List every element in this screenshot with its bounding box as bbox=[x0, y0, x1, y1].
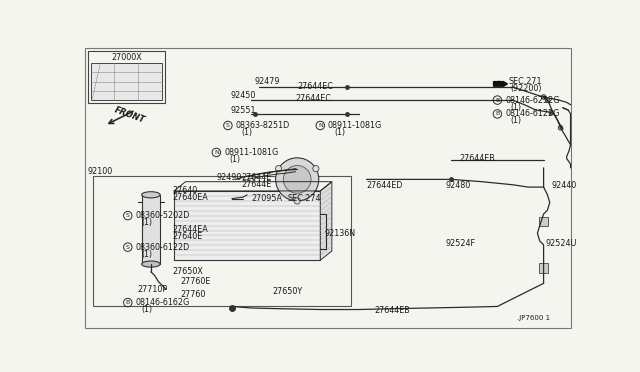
Text: 92551: 92551 bbox=[230, 106, 256, 115]
Text: (1): (1) bbox=[511, 116, 522, 125]
Text: 27760: 27760 bbox=[180, 291, 205, 299]
Ellipse shape bbox=[141, 192, 160, 198]
Text: (1): (1) bbox=[511, 103, 522, 112]
Text: 08911-1081G: 08911-1081G bbox=[224, 148, 278, 157]
Bar bbox=[141, 195, 160, 264]
Circle shape bbox=[549, 110, 554, 115]
Polygon shape bbox=[493, 81, 508, 86]
Text: B: B bbox=[495, 112, 500, 116]
Text: 27760E: 27760E bbox=[180, 277, 211, 286]
Text: 08146-6122G: 08146-6122G bbox=[505, 109, 559, 118]
Text: 27644EB: 27644EB bbox=[459, 154, 495, 163]
Bar bbox=[174, 191, 320, 260]
Text: B: B bbox=[495, 97, 500, 103]
Text: 27644EC: 27644EC bbox=[296, 94, 332, 103]
Bar bbox=[539, 217, 548, 226]
Circle shape bbox=[294, 198, 300, 204]
Text: FRONT: FRONT bbox=[113, 106, 146, 125]
Circle shape bbox=[276, 158, 319, 201]
Text: 08911-1081G: 08911-1081G bbox=[328, 121, 382, 130]
Text: 08146-6252G: 08146-6252G bbox=[505, 96, 559, 105]
Text: 27644E: 27644E bbox=[241, 180, 271, 189]
Text: 27710P: 27710P bbox=[137, 285, 167, 294]
Text: 27644EB: 27644EB bbox=[374, 306, 410, 315]
Bar bbox=[91, 63, 162, 100]
Text: S: S bbox=[226, 123, 230, 128]
Text: 27640E: 27640E bbox=[172, 232, 203, 241]
Text: N: N bbox=[214, 150, 219, 155]
Circle shape bbox=[558, 125, 563, 130]
Text: 92524F: 92524F bbox=[445, 239, 475, 248]
Text: 27640: 27640 bbox=[172, 186, 198, 195]
Text: 92490: 92490 bbox=[216, 173, 242, 182]
Text: 08360-5202D: 08360-5202D bbox=[136, 211, 190, 220]
Text: 92440: 92440 bbox=[551, 181, 577, 190]
Text: (1): (1) bbox=[230, 155, 241, 164]
Circle shape bbox=[545, 98, 550, 102]
Text: SEC.274: SEC.274 bbox=[288, 194, 321, 203]
Text: 08360-6122D: 08360-6122D bbox=[136, 243, 189, 251]
Bar bbox=[93, 176, 351, 307]
Circle shape bbox=[275, 166, 282, 172]
Text: .JP7600 1: .JP7600 1 bbox=[517, 315, 550, 321]
Text: 08146-6162G: 08146-6162G bbox=[136, 298, 189, 307]
Text: 27640EA: 27640EA bbox=[172, 193, 208, 202]
Circle shape bbox=[541, 95, 546, 99]
Text: 92480: 92480 bbox=[445, 181, 470, 190]
Text: 27644EC: 27644EC bbox=[297, 83, 333, 92]
Text: 27644ED: 27644ED bbox=[367, 181, 403, 190]
Text: 92524U: 92524U bbox=[546, 239, 577, 248]
Circle shape bbox=[284, 166, 311, 193]
Text: 08363-8251D: 08363-8251D bbox=[236, 121, 290, 130]
Text: 27000X: 27000X bbox=[111, 53, 141, 62]
Text: S: S bbox=[126, 245, 130, 250]
Text: 92100: 92100 bbox=[88, 167, 113, 176]
Text: (1): (1) bbox=[241, 128, 252, 137]
Text: SEC.271: SEC.271 bbox=[509, 77, 543, 86]
Text: B: B bbox=[125, 300, 130, 305]
Bar bbox=[539, 263, 548, 273]
Text: 92479: 92479 bbox=[255, 77, 280, 86]
Text: 92450: 92450 bbox=[230, 91, 255, 100]
Text: 27095A: 27095A bbox=[251, 194, 282, 203]
Text: S: S bbox=[126, 213, 130, 218]
Text: (1): (1) bbox=[141, 250, 152, 259]
Bar bbox=[88, 51, 164, 103]
Polygon shape bbox=[320, 182, 332, 260]
Circle shape bbox=[313, 166, 319, 172]
Text: 27650Y: 27650Y bbox=[273, 286, 303, 295]
Text: 27644EA: 27644EA bbox=[172, 225, 208, 234]
Text: 92136N: 92136N bbox=[324, 229, 355, 238]
Text: 27644E: 27644E bbox=[241, 173, 271, 182]
Text: (1): (1) bbox=[334, 128, 346, 137]
Text: (1): (1) bbox=[141, 218, 152, 227]
Ellipse shape bbox=[141, 261, 160, 267]
Text: N: N bbox=[318, 123, 323, 128]
Text: 27650X: 27650X bbox=[172, 267, 204, 276]
Text: (1): (1) bbox=[141, 305, 152, 314]
Text: (92200): (92200) bbox=[511, 84, 542, 93]
